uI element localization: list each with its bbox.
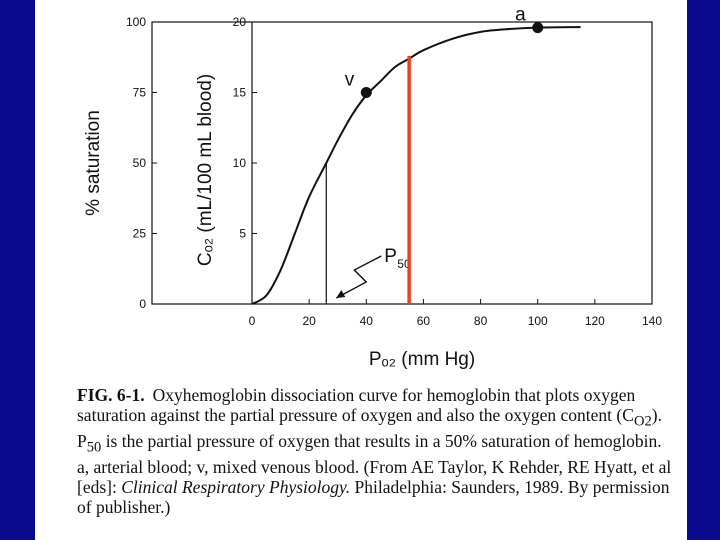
saturation-tick-label: 100	[126, 15, 146, 29]
x-tick-label: 40	[360, 314, 374, 328]
caption-book-title: Clinical Respiratory Physiology.	[121, 477, 351, 498]
saturation-axis-label: % saturation	[83, 110, 104, 216]
p50-label: P	[384, 246, 397, 267]
point-label-a: a	[515, 5, 526, 26]
saturation-tick-label: 0	[139, 297, 146, 311]
caption-text-3: is the partial pressure of oxygen that r…	[77, 431, 676, 498]
dissociation-curve	[251, 26, 581, 305]
point-a	[532, 22, 544, 34]
x-tick-label: 20	[302, 314, 316, 328]
caption-co2-subscript: O2	[633, 413, 652, 430]
content-tick-label: 20	[233, 15, 247, 29]
point-label-v: v	[345, 70, 355, 91]
x-tick-label: 80	[474, 314, 488, 328]
caption-text-2: ). P	[77, 404, 667, 452]
caption-text-1: Oxyhemoglobin dissociation curve for hem…	[77, 385, 640, 425]
p50-arrow	[335, 255, 382, 299]
dissociation-chart: 0 25 50 75 100 5 10 15 20 0 20 40 60 80 100 120 140 % sat…	[83, 5, 662, 370]
x-axis-label: Pₒ₂ (mm Hg)	[369, 349, 475, 370]
figure-label: FIG. 6-1.	[77, 385, 145, 405]
content-tick-label: 5	[239, 227, 246, 241]
point-v	[360, 87, 372, 98]
x-tick-label: 60	[417, 314, 431, 328]
content-axis-label: Cₒ₂ (mL/100 mL blood)	[195, 74, 216, 266]
content-tick-label: 10	[233, 156, 247, 170]
figure-caption: FIG. 6-1. Oxyhemoglobin dissociation curv…	[77, 385, 677, 518]
x-tick-label: 120	[585, 314, 605, 328]
x-tick-label: 100	[528, 314, 548, 328]
content-tick-label: 15	[233, 86, 247, 100]
p50-arrowhead	[336, 290, 346, 298]
caption-text-4: Philadelphia: Saunders, 1989. By permiss…	[77, 477, 674, 517]
x-tick-label: 0	[249, 314, 256, 328]
caption-p50-subscript: 50	[86, 439, 102, 456]
x-tick-label: 140	[642, 314, 662, 328]
saturation-tick-label: 50	[133, 156, 147, 170]
saturation-tick-label: 75	[133, 86, 147, 100]
saturation-tick-label: 25	[133, 227, 147, 241]
slide: 0 25 50 75 100 5 10 15 20 0 20 40 60 80 100 120 140 % sat…	[35, 0, 687, 540]
